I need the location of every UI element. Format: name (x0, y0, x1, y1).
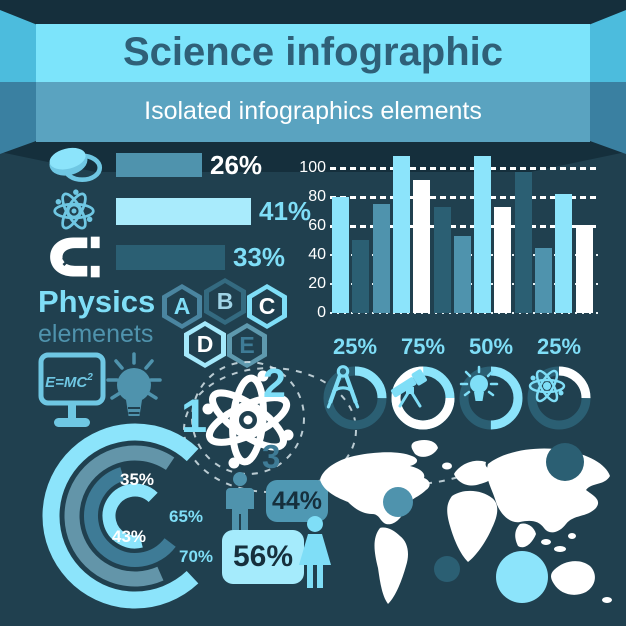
donut-value-label: 75% (400, 334, 446, 359)
donut-ring (459, 366, 523, 430)
petri-dish-icon (42, 142, 106, 188)
male-icon (226, 472, 254, 530)
gridline (330, 312, 598, 314)
column-bar (434, 207, 451, 313)
column-bar (576, 225, 593, 313)
header-left-edge (0, 10, 36, 154)
atom-icon (42, 188, 106, 234)
hexagon-letter: E (239, 332, 255, 358)
map-data-circles (383, 443, 584, 603)
hexagon-badge: A (162, 284, 202, 329)
hexagon-letter: D (196, 331, 214, 357)
header-right-edge (590, 10, 626, 154)
donut-value-label: 25% (536, 334, 582, 359)
hexagon-badge: B (204, 278, 246, 325)
stat-row: 33% (42, 234, 312, 280)
female-percent-value: 56% (232, 540, 294, 573)
radial-label: 70% (178, 547, 214, 566)
donut-value-label: 25% (332, 334, 378, 359)
column-bar (352, 240, 369, 313)
percent-bars-section: 26% 41% (42, 142, 312, 280)
donut-gauge: 25% (319, 334, 391, 434)
column-bar (515, 172, 532, 313)
hexagon-letter: A (173, 293, 191, 319)
physics-subtitle-text: elemenets (38, 320, 154, 348)
column-bar (535, 248, 552, 313)
stat-value: 26% (210, 149, 263, 180)
telescope-icon (390, 369, 427, 408)
column-bar (494, 207, 511, 313)
step-number-3: 3 (262, 438, 281, 475)
hexagon-badge: C (247, 284, 287, 329)
lightbulb-icon (103, 350, 165, 435)
stat-value: 33% (233, 241, 286, 272)
gridline (330, 167, 598, 170)
stat-row: 41% (42, 188, 312, 234)
y-axis-tick: 60 (308, 217, 326, 234)
donut-gauge: 50% (455, 334, 527, 434)
female-icon (299, 516, 331, 588)
column-bar (373, 204, 390, 313)
stat-bar (116, 244, 225, 270)
step-number-1: 1 (181, 389, 208, 442)
column-chart: 0 20 40 60 80 100 (298, 150, 610, 325)
radial-arc-chart (42, 423, 228, 609)
stat-row: 26% (42, 142, 312, 188)
male-percent-value: 44% (271, 486, 323, 515)
gridline (330, 225, 598, 228)
y-axis-tick: 40 (308, 246, 326, 263)
atom-icon (528, 369, 566, 403)
svg-text:E=MC2: E=MC2 (45, 372, 93, 391)
column-bar (332, 197, 349, 313)
magnet-icon (42, 234, 106, 280)
column-bar (413, 180, 430, 313)
radial-label: 35% (119, 470, 155, 489)
physics-title-text: Physics (38, 284, 156, 319)
gridline (330, 196, 598, 199)
compass-icon (326, 365, 360, 409)
step-number-2: 2 (263, 360, 286, 406)
atom-diagram-icon (196, 362, 300, 479)
male-percent-bubble: 44% (266, 480, 328, 522)
formula-text: E=MC (45, 374, 88, 391)
stat-value: 41% (259, 195, 312, 226)
column-bar (454, 236, 471, 313)
donut-ring (527, 366, 591, 430)
donut-gauge: 25% (523, 334, 595, 434)
radial-label: 65% (168, 507, 204, 526)
column-bar (393, 156, 410, 313)
world-map (320, 440, 612, 604)
donut-gauge: 75% (387, 334, 459, 434)
bulb-icon (459, 365, 499, 401)
column-bar (474, 156, 491, 313)
y-axis-tick: 20 (308, 275, 326, 292)
female-percent-bubble: 56% (222, 530, 304, 584)
page-title: Science infographic (36, 24, 590, 82)
donut-ring (323, 366, 387, 430)
donut-value-label: 50% (468, 334, 514, 359)
y-axis-tick: 100 (299, 159, 326, 176)
stat-bar (116, 153, 202, 177)
y-axis-tick: 80 (308, 188, 326, 205)
hexagon-letter: B (216, 288, 234, 314)
page-subtitle: Isolated infographics elements (36, 82, 590, 142)
hexagon-letter: C (258, 293, 276, 319)
donut-ring (391, 366, 455, 430)
stat-bar (116, 197, 251, 225)
column-bar (555, 194, 572, 313)
blackboard-icon: E=MC2 (38, 352, 108, 435)
physics-heading: Physics elemenets (38, 286, 155, 347)
y-axis-tick: 0 (317, 304, 326, 321)
radial-label: 43% (111, 527, 147, 546)
